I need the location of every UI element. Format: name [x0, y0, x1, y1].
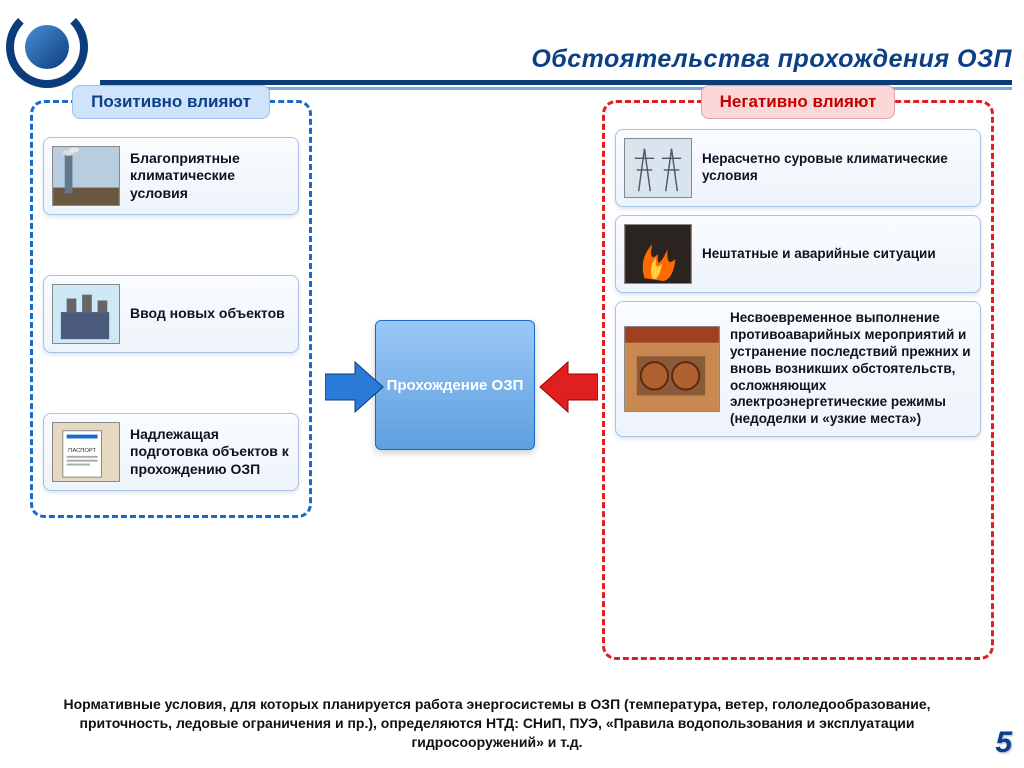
negative-column: Негативно влияют Нерасчетно суровые клим…: [602, 100, 994, 660]
center-box: Прохождение ОЗП: [375, 320, 535, 450]
positive-item: Ввод новых объектов: [43, 275, 299, 353]
negative-item-label: Нерасчетно суровые климатические условия: [702, 151, 972, 185]
positive-item-label: Надлежащая подготовка объектов к прохожд…: [130, 426, 290, 479]
arrow-left-icon: [538, 360, 598, 414]
negative-item: Несвоевременное выполнение противоаварий…: [615, 301, 981, 437]
smokestack-icon: [52, 146, 120, 206]
negative-item-label: Несвоевременное выполнение противоаварий…: [730, 310, 972, 428]
svg-text:ПАСПОРТ: ПАСПОРТ: [68, 448, 96, 454]
negative-item-label: Нештатные и аварийные ситуации: [702, 246, 936, 263]
negative-item: Нештатные и аварийные ситуации: [615, 215, 981, 293]
positive-header: Позитивно влияют: [72, 85, 270, 119]
arrow-right-icon: [325, 360, 385, 414]
diagram-content: Позитивно влияют Благоприятные климатиче…: [30, 100, 994, 688]
positive-item-label: Ввод новых объектов: [130, 305, 285, 323]
positive-item: Благоприятные климатические условия: [43, 137, 299, 215]
center-label: Прохождение ОЗП: [387, 375, 524, 396]
company-logo-icon: [6, 6, 88, 88]
title-bar: Обстоятельства прохождения ОЗП: [100, 45, 1012, 90]
passport-icon: ПАСПОРТ: [52, 422, 120, 482]
footer-note: Нормативные условия, для которых планиру…: [30, 695, 964, 752]
positive-column: Позитивно влияют Благоприятные климатиче…: [30, 100, 312, 518]
negative-item: Нерасчетно суровые климатические условия: [615, 129, 981, 207]
positive-item-label: Благоприятные климатические условия: [130, 150, 290, 203]
machinery-icon: [624, 326, 720, 412]
negative-header: Негативно влияют: [701, 85, 896, 119]
pylons-icon: [624, 138, 692, 198]
fire-icon: [624, 224, 692, 284]
positive-item: ПАСПОРТ Надлежащая подготовка объектов к…: [43, 413, 299, 491]
page-number: 5: [995, 726, 1012, 760]
substation-icon: [52, 284, 120, 344]
page-title: Обстоятельства прохождения ОЗП: [100, 45, 1012, 74]
